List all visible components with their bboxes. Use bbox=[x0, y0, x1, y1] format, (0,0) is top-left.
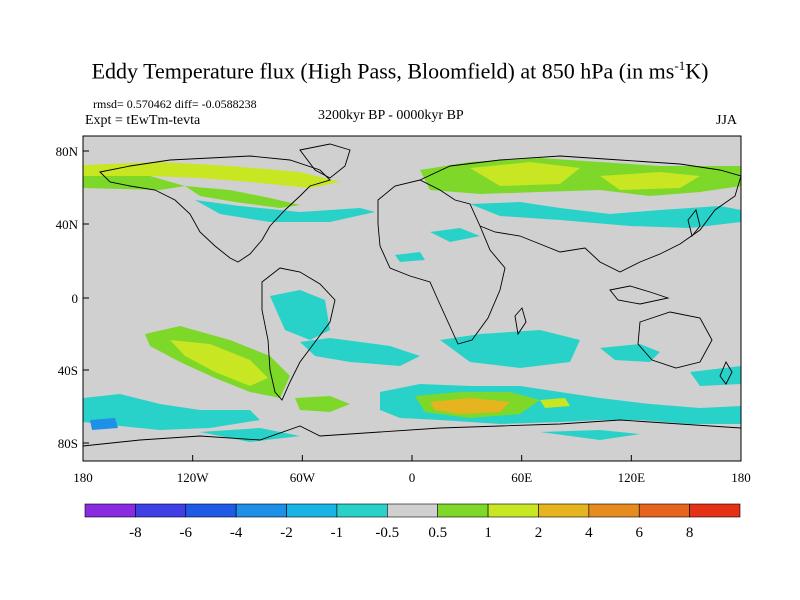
y-tick-label: 80N bbox=[56, 144, 79, 159]
colorbar-label: 8 bbox=[686, 525, 694, 541]
colorbar-box bbox=[689, 503, 741, 518]
colorbar-label: -2 bbox=[280, 525, 293, 541]
field-patch bbox=[300, 338, 420, 366]
x-tick-label: 60E bbox=[511, 470, 532, 485]
coastline-africa-europe bbox=[377, 179, 506, 345]
colorbar-box bbox=[638, 503, 690, 518]
colorbar-box bbox=[588, 503, 640, 518]
y-tick-label: 80S bbox=[58, 436, 78, 451]
coastlines bbox=[83, 143, 741, 447]
field-patch bbox=[430, 398, 510, 414]
colorbar-label: -0.5 bbox=[375, 525, 399, 541]
field-patch bbox=[83, 162, 340, 188]
x-tick-label: 180 bbox=[731, 470, 751, 485]
colorbar-label: -4 bbox=[230, 525, 243, 541]
coastline-madagascar bbox=[514, 307, 527, 336]
field-patch bbox=[295, 396, 350, 412]
colorbar-box bbox=[135, 503, 187, 518]
title-superscript: -1 bbox=[674, 58, 686, 73]
coastline-greenland bbox=[299, 143, 351, 179]
field-patch bbox=[440, 330, 580, 368]
colorbar-box bbox=[336, 503, 388, 518]
coastline-south-america bbox=[261, 267, 336, 401]
colorbar-label: -1 bbox=[331, 525, 344, 541]
colorbar-label: 4 bbox=[585, 525, 593, 541]
field-patch bbox=[470, 162, 580, 186]
colorbar-label: -6 bbox=[180, 525, 193, 541]
colorbar: -8 -6 -4 -2 -1 -0.5 0.5 1 2 4 6 8 bbox=[84, 503, 741, 541]
coastline-new-zealand bbox=[719, 361, 733, 385]
field-patch bbox=[83, 394, 260, 430]
title-main: Eddy Temperature flux (High Pass, Bloomf… bbox=[91, 58, 675, 84]
coastline-japan bbox=[687, 209, 701, 237]
colorbar-box bbox=[286, 503, 338, 518]
colorbar-label: -8 bbox=[129, 525, 142, 541]
field-patch bbox=[470, 202, 741, 228]
field-patch bbox=[185, 186, 300, 208]
field-patch bbox=[195, 200, 375, 222]
field-patch bbox=[270, 290, 330, 340]
coastline-north-america bbox=[99, 155, 331, 263]
coastline-maritime bbox=[609, 285, 670, 305]
y-tick-label: 40S bbox=[58, 363, 78, 378]
colorbar-box bbox=[387, 503, 438, 518]
field-patch bbox=[540, 430, 640, 440]
period-label: 3200kyr BP - 0000kyr BP bbox=[318, 108, 464, 123]
colorbar-box bbox=[185, 503, 237, 518]
field-patch bbox=[90, 418, 118, 430]
coastline-eurasia bbox=[419, 155, 741, 273]
y-axis-ticks: 80N 40N 0 40S 80S bbox=[56, 144, 89, 451]
colorbar-label: 2 bbox=[535, 525, 543, 541]
x-tick-label: 60W bbox=[290, 470, 316, 485]
colorbar-label: 6 bbox=[635, 525, 643, 541]
colorbar-box bbox=[235, 503, 287, 518]
y-tick-label: 40N bbox=[56, 217, 79, 232]
title-tail: K) bbox=[685, 58, 709, 84]
colorbar-box bbox=[487, 503, 539, 518]
coastline-antarctica bbox=[83, 419, 741, 447]
x-tick-label: 120W bbox=[177, 470, 210, 485]
coastline-australia bbox=[637, 311, 713, 369]
stats-label: rmsd= 0.570462 diff= -0.0588238 bbox=[93, 97, 257, 111]
field-patch bbox=[200, 428, 300, 442]
x-tick-label: 120E bbox=[618, 470, 646, 485]
x-axis-ticks: 180 120W 60W 0 60E 120E 180 bbox=[73, 455, 751, 485]
map-field bbox=[83, 136, 741, 461]
season-label: JJA bbox=[716, 113, 738, 128]
field-patch bbox=[540, 398, 570, 408]
y-tick-label: 0 bbox=[72, 291, 79, 306]
field-patch bbox=[600, 172, 700, 190]
field-patch bbox=[690, 366, 741, 386]
colorbar-box bbox=[437, 503, 489, 518]
colorbar-label: 0.5 bbox=[428, 525, 447, 541]
field-patch bbox=[83, 176, 185, 190]
experiment-label: Expt = tEwTm-tevta bbox=[85, 113, 201, 128]
field-patch bbox=[170, 340, 268, 386]
colorbar-box bbox=[84, 503, 136, 518]
x-tick-label: 180 bbox=[73, 470, 93, 485]
map-title: Eddy Temperature flux (High Pass, Bloomf… bbox=[0, 58, 800, 84]
field-patch bbox=[430, 228, 480, 242]
colorbar-box bbox=[538, 503, 590, 518]
field-patch bbox=[395, 252, 425, 262]
field-patch bbox=[600, 344, 660, 362]
colorbar-label: 1 bbox=[484, 525, 492, 541]
x-tick-label: 0 bbox=[409, 470, 416, 485]
